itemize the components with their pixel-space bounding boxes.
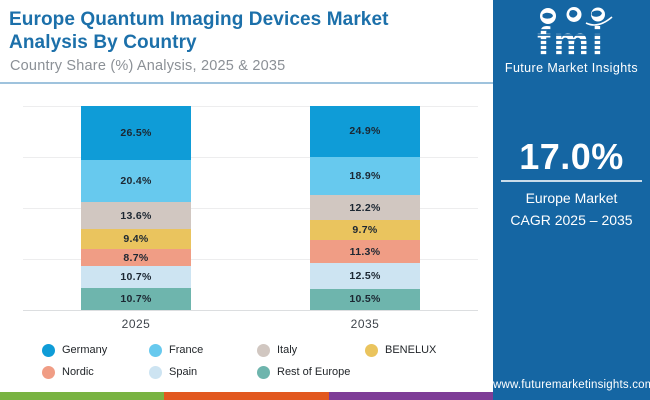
content-panel: Europe Quantum Imaging Devices Market An… (0, 0, 493, 400)
chart-plot-area: 26.5% 20.4% 13.6% 9.4% 8.7% 10.7% 10.7% 24.9% 1… (23, 95, 478, 311)
legend-label: Italy (277, 344, 298, 356)
bar-segment-nordic: 11.3% (310, 240, 420, 264)
bar-segment-spain: 10.7% (81, 266, 191, 289)
usa-map-icon (539, 8, 556, 24)
legend-color-dot (42, 365, 55, 379)
bar-segment-benelux: 9.7% (310, 220, 420, 241)
bar-segment-spain: 12.5% (310, 263, 420, 289)
legend-color-dot (257, 365, 270, 379)
legend-label: Nordic (62, 366, 94, 378)
legend-color-dot (257, 343, 270, 357)
gridline (23, 259, 478, 260)
bar-segment-france: 20.4% (81, 160, 191, 202)
gridline (23, 208, 478, 209)
segment-value-label: 8.7% (123, 251, 149, 264)
segment-value-label: 10.7% (120, 293, 152, 306)
page-subtitle: Country Share (%) Analysis, 2025 & 2035 (10, 58, 286, 74)
x-axis-label-2025: 2025 (121, 317, 151, 331)
bar-segment-rest-of-europe: 10.7% (81, 288, 191, 310)
stripe-segment (328, 392, 493, 400)
segment-value-label: 9.4% (123, 233, 149, 246)
stripe-segment (164, 392, 329, 400)
legend-item-benelux: BENELUX (365, 343, 477, 357)
footer-stripe (0, 392, 493, 400)
legend-color-dot (365, 343, 378, 357)
sidebar: fmi Future Market Insights 17.0% Europe … (493, 0, 650, 400)
legend-item-nordic: Nordic (42, 365, 149, 379)
cagr-caption: Europe Market CAGR 2025 – 2035 (493, 188, 650, 231)
page-title: Europe Quantum Imaging Devices Market An… (9, 9, 389, 53)
stacked-bar-2035: 24.9% 18.9% 12.2% 9.7% 11.3% 12.5% 10.5% (310, 106, 420, 310)
segment-value-label: 12.2% (349, 201, 381, 214)
gridline (23, 106, 478, 107)
bar-segment-benelux: 9.4% (81, 229, 191, 249)
x-axis-line (23, 310, 478, 311)
legend-item-rest-of-europe: Rest of Europe (257, 365, 365, 379)
bar-segment-germany: 26.5% (81, 106, 191, 161)
legend-item-italy: Italy (257, 343, 365, 357)
website-link[interactable]: www.futuremarketinsights.com (493, 379, 650, 391)
bar-segment-germany: 24.9% (310, 106, 420, 157)
cagr-caption-line2: CAGR 2025 – 2035 (510, 211, 633, 228)
header: Europe Quantum Imaging Devices Market An… (0, 0, 493, 84)
fmi-logo-caption: Future Market Insights (504, 61, 639, 75)
stacked-bar-2025: 26.5% 20.4% 13.6% 9.4% 8.7% 10.7% 10.7% (81, 106, 191, 310)
segment-value-label: 24.9% (349, 125, 381, 138)
segment-value-label: 13.6% (120, 209, 152, 222)
logo-globe-icons (539, 7, 613, 26)
legend-item-spain: Spain (149, 365, 257, 379)
globe-icon (585, 7, 613, 26)
segment-value-label: 20.4% (120, 174, 152, 187)
legend-item-germany: Germany (42, 343, 149, 357)
segment-value-label: 9.7% (352, 224, 378, 237)
legend-label: Spain (169, 366, 198, 378)
fmi-logo: fmi Future Market Insights (493, 7, 650, 75)
legend-item-france: France (149, 343, 257, 357)
bar-segment-rest-of-europe: 10.5% (310, 288, 420, 310)
legend-label: BENELUX (385, 344, 437, 356)
legend-color-dot (149, 343, 162, 357)
gridline (23, 157, 478, 158)
cagr-value: 17.0% (519, 136, 624, 177)
x-axis-label-2035: 2035 (350, 317, 380, 331)
legend-color-dot (42, 343, 55, 357)
legend-label: Rest of Europe (277, 366, 351, 378)
segment-value-label: 10.7% (120, 271, 152, 284)
stripe-segment (0, 392, 165, 400)
cagr-caption-line1: Europe Market (525, 190, 618, 206)
chart-legend: Germany France Italy BENELUX Nordic Spain Rest… (42, 343, 477, 379)
segment-value-label: 10.5% (349, 293, 381, 306)
legend-label: France (169, 344, 204, 356)
bar-segment-nordic: 8.7% (81, 248, 191, 267)
segment-value-label: 11.3% (349, 245, 381, 258)
bar-segment-italy: 12.2% (310, 195, 420, 221)
legend-color-dot (149, 365, 162, 379)
world-map-icon (566, 7, 581, 22)
legend-label: Germany (62, 344, 108, 356)
bar-segment-france: 18.9% (310, 156, 420, 196)
segment-value-label: 26.5% (120, 127, 152, 140)
stat-divider (501, 180, 642, 182)
segment-value-label: 12.5% (349, 269, 381, 282)
segment-value-label: 18.9% (349, 170, 381, 183)
bar-segment-italy: 13.6% (81, 201, 191, 230)
fmi-logo-text: fmi (493, 22, 650, 62)
